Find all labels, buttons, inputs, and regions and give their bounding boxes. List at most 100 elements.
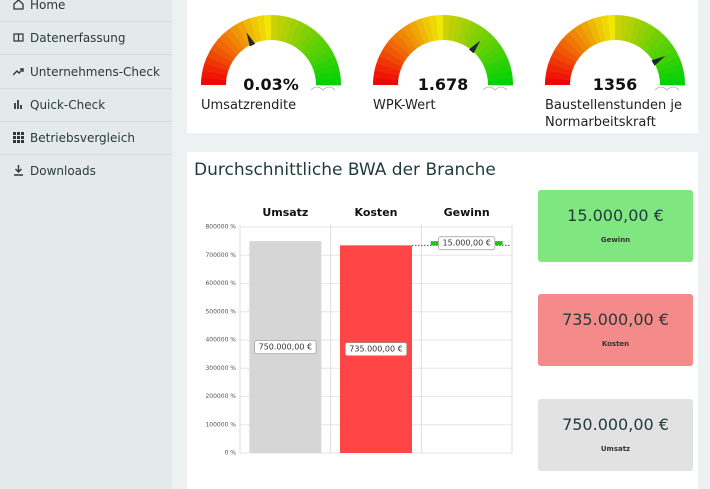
column-header: Gewinn <box>444 206 490 219</box>
gauge-arc <box>473 33 496 56</box>
y-tick-label: 400000 % <box>205 337 236 344</box>
gauge-arc <box>307 43 332 63</box>
column-header: Kosten <box>355 206 398 219</box>
gauge-arc <box>600 15 611 42</box>
gauge-arc <box>487 77 514 86</box>
nav-item[interactable]: Downloads <box>0 154 172 187</box>
gauge-arc <box>452 16 465 43</box>
gauge-arc <box>593 16 606 43</box>
kpi-card: 735.000,00 € Kosten <box>538 294 693 366</box>
gauge-arc <box>421 16 434 43</box>
gauge-arc <box>428 15 439 42</box>
nav-label: Downloads <box>30 164 96 178</box>
gauge-arc <box>204 56 230 72</box>
gauge-label: WPK-Wert <box>373 98 436 113</box>
gauge-arc <box>379 49 405 67</box>
gauge-arc <box>479 43 504 63</box>
value-label: 750.000,00 € <box>259 343 312 352</box>
gauge-arc <box>301 33 324 56</box>
gauge-arc <box>201 70 227 81</box>
gauge-arc <box>657 63 684 76</box>
y-tick-label: 300000 % <box>205 365 236 372</box>
gauge-arc <box>396 28 417 52</box>
nav-label: Quick-Check <box>30 98 106 112</box>
gauge-arc <box>386 37 410 59</box>
gauge-arc <box>544 77 571 85</box>
gauge-arc <box>401 24 421 49</box>
gauge-arc <box>484 56 510 72</box>
gauge-arc <box>476 38 500 59</box>
gauge-arc <box>207 49 233 67</box>
column-header: Umsatz <box>262 206 308 219</box>
gauge-arc <box>580 20 597 46</box>
gauge-arc <box>485 63 512 76</box>
value-label-box <box>344 342 408 357</box>
gauge-arc <box>249 16 262 43</box>
icon <box>13 132 24 143</box>
value-label-box <box>254 340 317 354</box>
nav-item[interactable]: Home <box>0 0 172 22</box>
gauge-needle <box>651 56 666 66</box>
nav-item[interactable]: Unternehmens-Check <box>0 55 172 89</box>
gauge-arc <box>202 63 229 76</box>
nav-label: Datenerfassung <box>30 31 126 45</box>
gauge-arc <box>374 63 401 76</box>
icon <box>14 165 23 176</box>
gauge-arc <box>443 14 451 41</box>
nav-item[interactable]: Quick-Check <box>0 88 172 122</box>
gauge-arc <box>312 56 338 72</box>
nav-label: Unternehmens-Check <box>30 65 160 79</box>
gauge-arc <box>465 24 485 49</box>
gauge-arc <box>456 18 472 44</box>
value-label: 735.000,00 € <box>349 345 402 354</box>
gauge-label: Umsatzrendite <box>201 98 297 113</box>
nav-label: Betriebsvergleich <box>30 131 135 145</box>
gauge-value: 0.03% <box>243 75 299 94</box>
gauge-arc <box>645 33 668 56</box>
gauge-arc <box>558 37 582 59</box>
gauge-arc <box>615 14 623 41</box>
nav-label: Home <box>30 0 66 12</box>
y-tick-label: 500000 % <box>205 308 236 315</box>
nav-item[interactable]: Betriebsvergleich <box>0 121 172 155</box>
gauge-arc <box>313 63 340 76</box>
icon <box>13 33 24 42</box>
y-tick-label: 600000 % <box>205 280 236 287</box>
gauge-arc <box>548 56 574 72</box>
gauge-arc <box>271 14 279 41</box>
gauge-arc <box>210 43 235 63</box>
value-label-box <box>438 236 496 251</box>
gauge-arc <box>641 28 663 52</box>
nav-item[interactable]: Datenerfassung <box>0 21 172 55</box>
gauge-arc <box>315 70 341 81</box>
gauge-needle <box>246 32 256 47</box>
gauge-arc <box>414 18 430 44</box>
gauge-deco <box>654 86 680 91</box>
gauge-arc <box>284 18 300 44</box>
gauge-arc <box>546 63 573 76</box>
y-tick-label: 100000 % <box>205 421 236 428</box>
gauge-arc <box>633 21 651 47</box>
gauge-arc <box>280 16 293 43</box>
gauge-arc <box>256 15 267 42</box>
gauge-arc <box>224 28 245 52</box>
kpi-card: 15.000,00 € Gewinn <box>538 190 693 262</box>
gauge-value: 1.678 <box>417 75 469 94</box>
gauge-arc <box>219 32 242 55</box>
gauge-arc <box>461 21 479 47</box>
gauge-arc <box>293 24 313 49</box>
gauge-arc <box>315 77 342 86</box>
gauge-label: Baustellenstunden je Normarbeitskraft <box>545 98 683 130</box>
kpi-label: Umsatz <box>600 445 631 453</box>
kpi-value: 750.000,00 € <box>562 415 669 434</box>
gauge-arc <box>659 77 686 86</box>
gauge-arc <box>648 38 672 59</box>
chart-title: Durchschnittliche BWA der Branche <box>194 160 496 180</box>
gauge-arc <box>545 70 571 81</box>
kpi-value: 735.000,00 € <box>562 310 669 329</box>
y-tick-label: 0 % <box>225 450 237 457</box>
gauge-arc <box>391 32 414 55</box>
gauge-deco <box>482 86 508 91</box>
